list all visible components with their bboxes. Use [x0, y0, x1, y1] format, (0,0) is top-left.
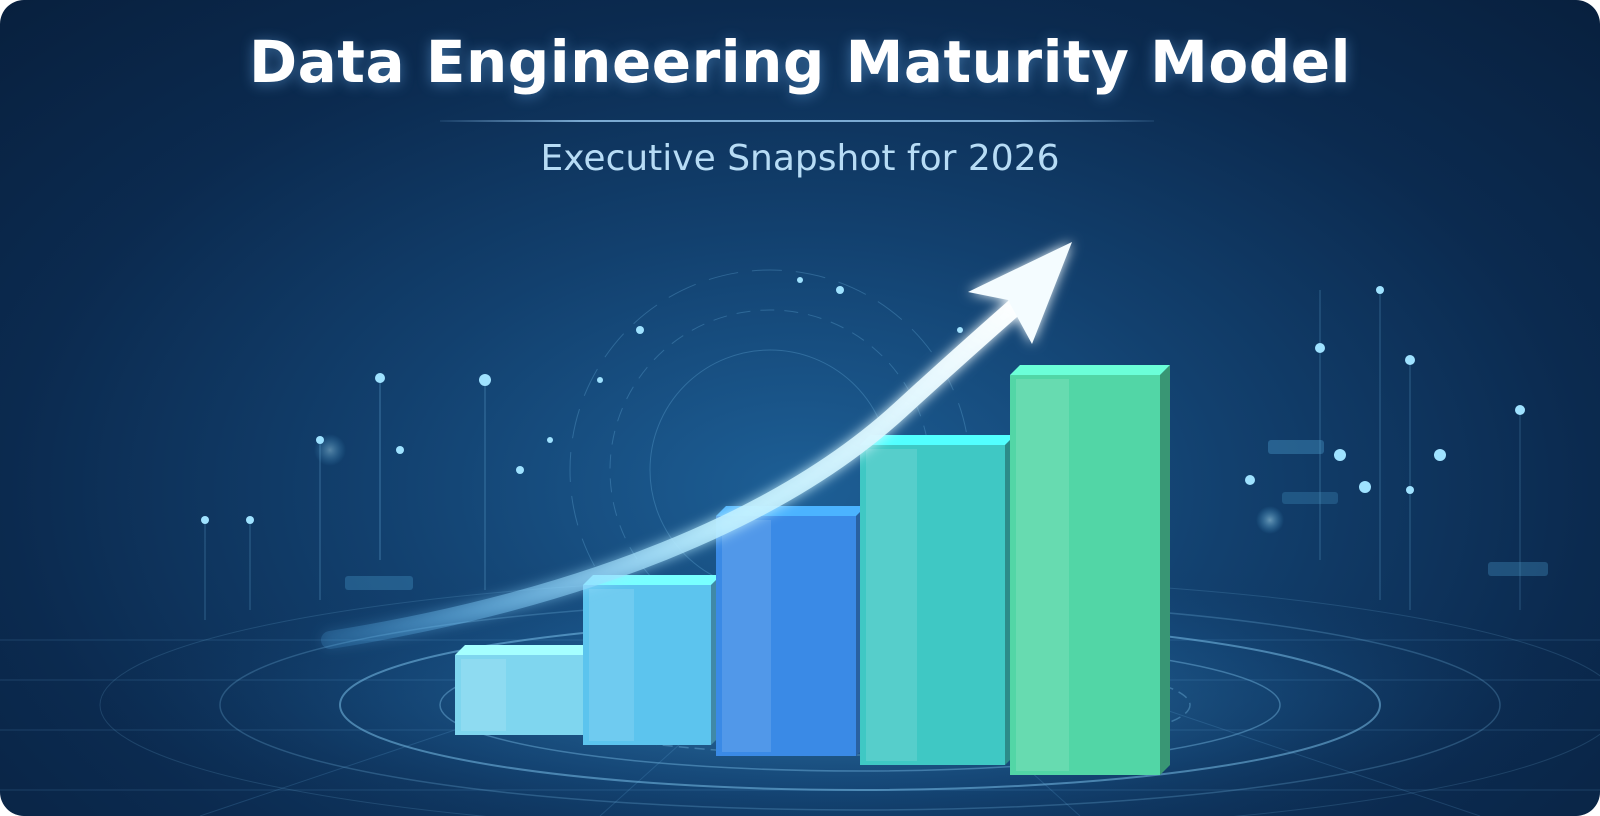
trend-arrow	[321, 242, 1072, 649]
bar-2	[583, 575, 721, 745]
bar-3	[716, 506, 866, 756]
bar-4-highlight	[866, 449, 917, 761]
data-dots	[201, 277, 1548, 620]
bar-2-highlight	[589, 589, 634, 741]
bar-5-side	[1160, 365, 1170, 775]
bar-1-top	[455, 645, 593, 655]
bar-4-top	[860, 435, 1015, 445]
bar-5-highlight	[1016, 379, 1069, 771]
title-divider	[440, 120, 1154, 122]
bar-5-top	[1010, 365, 1170, 375]
bar-1-front	[455, 655, 583, 735]
bar-1-highlight	[461, 659, 506, 731]
bar-3-highlight	[722, 520, 771, 752]
bar-4	[860, 435, 1015, 765]
bar-3-front	[716, 516, 856, 756]
bar-2-front	[583, 585, 711, 745]
bar-5-front	[1010, 375, 1160, 775]
bar-chart	[455, 365, 1170, 775]
bar-1	[455, 645, 593, 735]
bar-5	[1010, 365, 1170, 775]
page-subtitle: Executive Snapshot for 2026	[540, 138, 1060, 179]
bar-4-front	[860, 445, 1005, 765]
page-title: Data Engineering Maturity Model	[249, 28, 1351, 96]
